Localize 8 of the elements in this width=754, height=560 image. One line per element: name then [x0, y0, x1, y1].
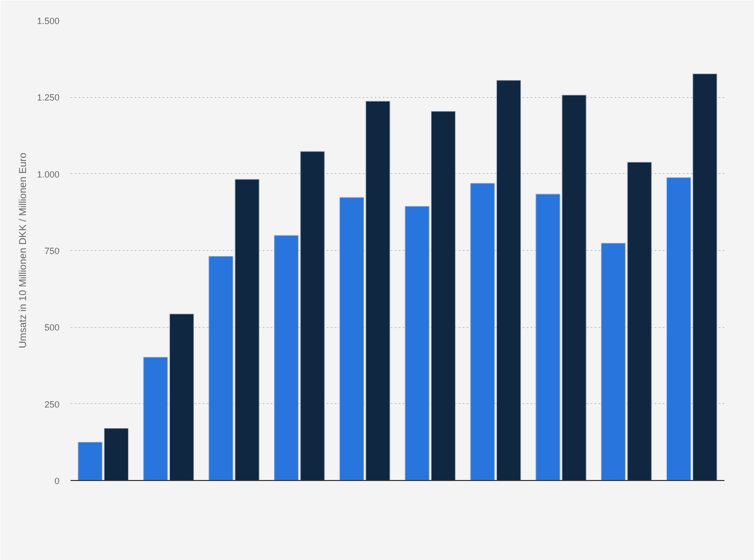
y-tick-label: 1.000 [36, 169, 60, 180]
y-tick-label: 1.500 [36, 16, 60, 26]
y-axis-title: Umsatz in 10 Millionen DKK / Millionen Euro [18, 152, 29, 348]
y-tick-label: 1.250 [36, 92, 60, 103]
y-tick-label: 0 [54, 476, 60, 486]
y-tick-label: 500 [44, 322, 60, 333]
y-tick-label: 250 [44, 399, 60, 410]
y-tick-label: 750 [44, 246, 60, 256]
